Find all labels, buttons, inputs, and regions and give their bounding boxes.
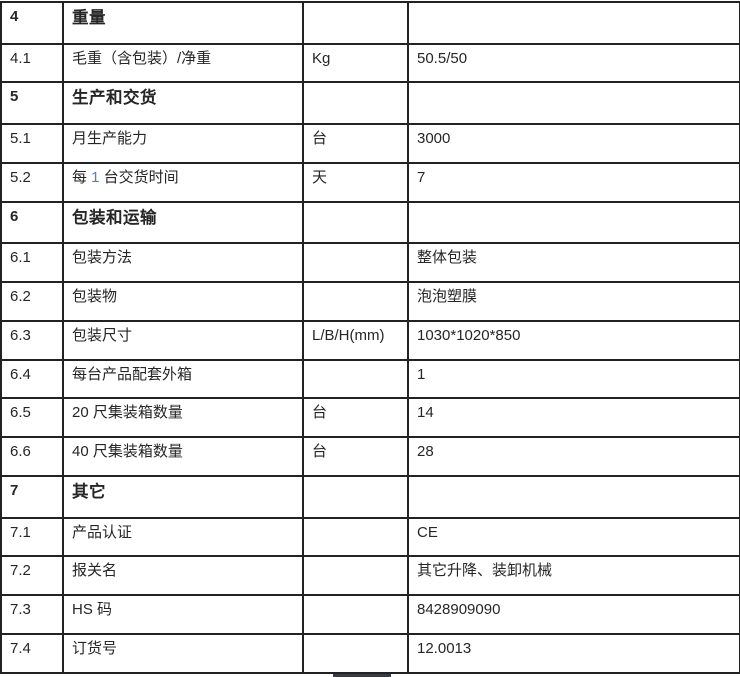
unit-cell: 天 — [302, 161, 409, 203]
table-row-7-2: 7.2 报关名 其它升降、装卸机械 — [0, 555, 740, 597]
value-cell: 整体包装 — [407, 242, 740, 284]
value-cell: CE — [407, 516, 740, 558]
unit-cell — [302, 555, 409, 597]
value-cell: 其它升降、装卸机械 — [407, 555, 740, 597]
item-label: 月生产能力 — [62, 123, 304, 164]
item-label: 订货号 — [62, 633, 304, 674]
value-cell: 7 — [407, 161, 740, 203]
unit-cell — [302, 200, 409, 245]
unit-cell: 台 — [302, 436, 409, 478]
table-row-4-1: 4.1 毛重（含包装）/净重 Kg 50.5/50 — [0, 42, 740, 84]
item-label: 包装尺寸 — [62, 319, 304, 361]
table-row-6-3: 6.3 包装尺寸 L/B/H(mm) 1030*1020*850 — [0, 319, 740, 361]
value-cell: 14 — [407, 397, 740, 439]
label-text-suffix: 台交货时间 — [99, 168, 179, 186]
value-cell: 3000 — [407, 123, 740, 164]
row-number: 7.1 — [0, 516, 64, 558]
value-cell — [407, 1, 740, 45]
item-label: 每 1 台交货时间 — [62, 161, 304, 203]
table-row-section-5: 5 生产和交货 — [0, 81, 740, 126]
item-label: 20 尺集装箱数量 — [62, 397, 304, 439]
row-number: 6.4 — [0, 358, 64, 400]
row-number: 5.2 — [0, 161, 64, 203]
item-label: 包装方法 — [62, 242, 304, 284]
section-title: 生产和交货 — [62, 81, 304, 126]
section-title: 包装和运输 — [62, 200, 304, 245]
row-number: 4.1 — [0, 42, 64, 84]
row-number: 7.2 — [0, 555, 64, 597]
row-number: 6.6 — [0, 436, 64, 478]
unit-cell — [302, 242, 409, 284]
unit-cell: L/B/H(mm) — [302, 319, 409, 361]
label-text-prefix: 每 — [72, 168, 92, 186]
table-row-section-6: 6 包装和运输 — [0, 200, 740, 245]
value-cell: 1 — [407, 358, 740, 400]
table-row-6-5: 6.5 20 尺集装箱数量 台 14 — [0, 397, 740, 439]
value-cell: 28 — [407, 436, 740, 478]
value-cell: 12.0013 — [407, 633, 740, 674]
item-label: 包装物 — [62, 281, 304, 322]
row-number: 6.1 — [0, 242, 64, 284]
row-number: 6.3 — [0, 319, 64, 361]
label-accent-number: 1 — [91, 168, 100, 186]
unit-cell — [302, 633, 409, 674]
value-cell: 50.5/50 — [407, 42, 740, 84]
unit-cell — [302, 358, 409, 400]
unit-cell: Kg — [302, 42, 409, 84]
value-cell: 泡泡塑膜 — [407, 281, 740, 322]
row-number: 7.4 — [0, 633, 64, 674]
table-row-6-4: 6.4 每台产品配套外箱 1 — [0, 358, 740, 400]
value-cell — [407, 200, 740, 245]
item-label: 40 尺集装箱数量 — [62, 436, 304, 478]
table-row-7-4: 7.4 订货号 12.0013 — [0, 633, 740, 674]
unit-cell — [302, 475, 409, 519]
row-number: 6 — [0, 200, 64, 245]
cutoff-element-artifact — [333, 674, 391, 677]
value-cell: 1030*1020*850 — [407, 319, 740, 361]
table-row-6-6: 6.6 40 尺集装箱数量 台 28 — [0, 436, 740, 478]
table-row-6-1: 6.1 包装方法 整体包装 — [0, 242, 740, 284]
table-row-7-3: 7.3 HS 码 8428909090 — [0, 594, 740, 636]
unit-cell — [302, 516, 409, 558]
item-label: 报关名 — [62, 555, 304, 597]
table-row-5-2: 5.2 每 1 台交货时间 天 7 — [0, 161, 740, 203]
table-row-section-4: 4 重量 — [0, 1, 740, 45]
row-number: 6.2 — [0, 281, 64, 322]
row-number: 4 — [0, 1, 64, 45]
value-cell — [407, 475, 740, 519]
row-number: 5 — [0, 81, 64, 126]
unit-cell: 台 — [302, 123, 409, 164]
row-number: 7 — [0, 475, 64, 519]
item-label: 毛重（含包装）/净重 — [62, 42, 304, 84]
unit-cell — [302, 281, 409, 322]
unit-cell: 台 — [302, 397, 409, 439]
row-number: 7.3 — [0, 594, 64, 636]
section-title: 其它 — [62, 475, 304, 519]
value-cell — [407, 81, 740, 126]
table-row-5-1: 5.1 月生产能力 台 3000 — [0, 123, 740, 164]
table-row-6-2: 6.2 包装物 泡泡塑膜 — [0, 281, 740, 322]
row-number: 5.1 — [0, 123, 64, 164]
unit-cell — [302, 594, 409, 636]
item-label: HS 码 — [62, 594, 304, 636]
value-cell: 8428909090 — [407, 594, 740, 636]
item-label: 产品认证 — [62, 516, 304, 558]
table-row-7-1: 7.1 产品认证 CE — [0, 516, 740, 558]
section-title: 重量 — [62, 1, 304, 45]
item-label: 每台产品配套外箱 — [62, 358, 304, 400]
unit-cell — [302, 1, 409, 45]
table-row-section-7: 7 其它 — [0, 475, 740, 519]
row-number: 6.5 — [0, 397, 64, 439]
unit-cell — [302, 81, 409, 126]
